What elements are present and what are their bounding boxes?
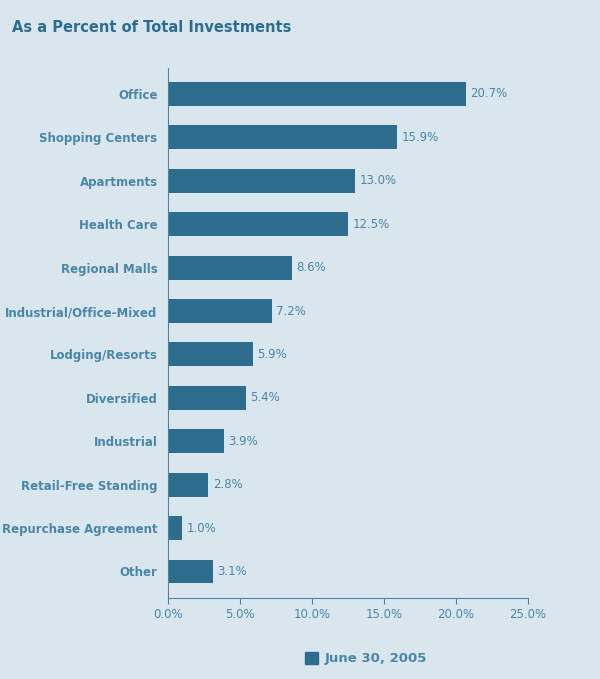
Bar xyxy=(168,169,355,193)
Bar xyxy=(168,299,272,323)
Bar xyxy=(168,82,466,106)
Text: 3.1%: 3.1% xyxy=(217,565,247,578)
Text: 13.0%: 13.0% xyxy=(359,175,397,187)
Text: 5.9%: 5.9% xyxy=(257,348,287,361)
Bar xyxy=(168,126,397,149)
Bar xyxy=(168,256,292,280)
Legend: June 30, 2005: June 30, 2005 xyxy=(305,652,427,665)
Bar xyxy=(168,516,182,540)
Bar xyxy=(168,429,224,453)
Text: 3.9%: 3.9% xyxy=(229,435,258,447)
Bar xyxy=(168,213,348,236)
Text: 12.5%: 12.5% xyxy=(352,218,389,231)
Text: 2.8%: 2.8% xyxy=(212,478,242,491)
Bar xyxy=(168,342,253,367)
Text: As a Percent of Total Investments: As a Percent of Total Investments xyxy=(12,20,292,35)
Bar xyxy=(168,473,208,496)
Text: 8.6%: 8.6% xyxy=(296,261,326,274)
Bar xyxy=(168,386,246,409)
Text: 15.9%: 15.9% xyxy=(401,131,439,144)
Text: 7.2%: 7.2% xyxy=(276,304,306,318)
Text: 20.7%: 20.7% xyxy=(470,88,508,100)
Bar xyxy=(168,559,212,583)
Text: 1.0%: 1.0% xyxy=(187,521,217,534)
Text: 5.4%: 5.4% xyxy=(250,391,280,404)
